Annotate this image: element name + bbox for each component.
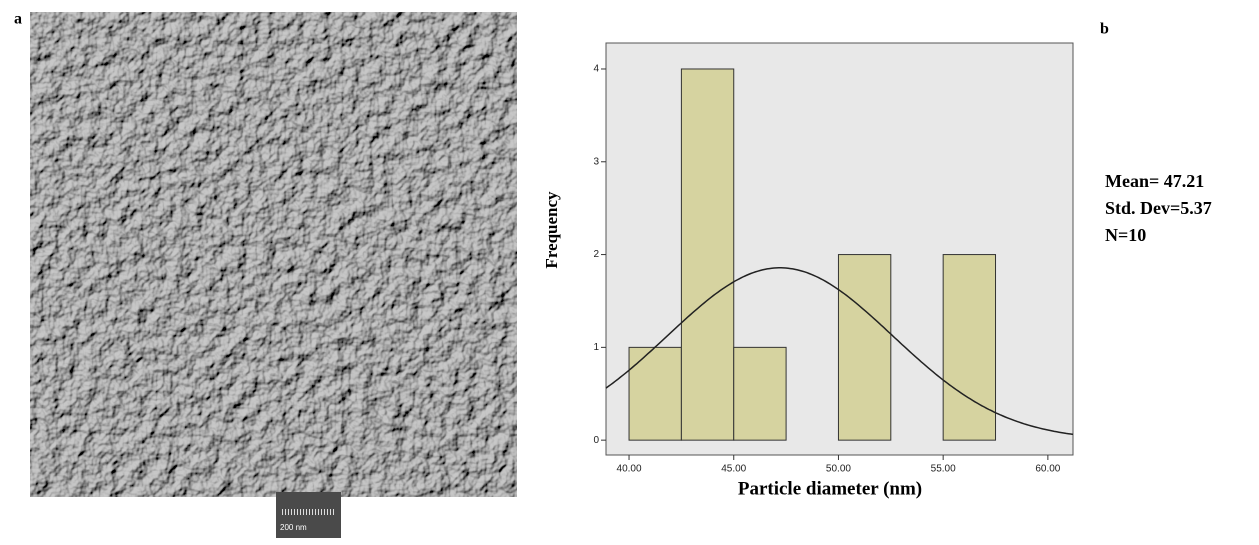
stat-label: Std. Dev=5.37: [1105, 198, 1212, 218]
x-tick-label: 55.00: [931, 464, 956, 475]
x-tick-label: 45.00: [721, 464, 746, 475]
y-tick-label: 1: [593, 342, 599, 353]
bar: [734, 347, 786, 440]
stat-label: Mean= 47.21: [1105, 171, 1204, 191]
sem-image: [30, 12, 517, 497]
y-tick-label: 4: [593, 64, 599, 75]
panel-label: b: [1100, 21, 1109, 38]
panel-label: a: [14, 11, 22, 28]
bar: [838, 255, 890, 441]
y-tick-label: 2: [593, 249, 599, 260]
y-tick-label: 3: [593, 156, 599, 167]
x-tick-label: 50.00: [826, 464, 851, 475]
x-axis-label: Particle diameter (nm): [738, 478, 922, 499]
stat-label: N=10: [1105, 225, 1146, 245]
y-tick-label: 0: [593, 435, 599, 446]
x-tick-label: 40.00: [617, 464, 642, 475]
bar: [629, 347, 681, 440]
y-axis-label: Frequency: [542, 191, 561, 269]
figure: a 200 nm b Frequency Particle diameter (…: [0, 0, 1259, 540]
bar: [943, 255, 995, 441]
bar: [681, 69, 733, 440]
x-tick-label: 60.00: [1035, 464, 1060, 475]
scale-bar-label: 200 nm: [280, 523, 307, 532]
